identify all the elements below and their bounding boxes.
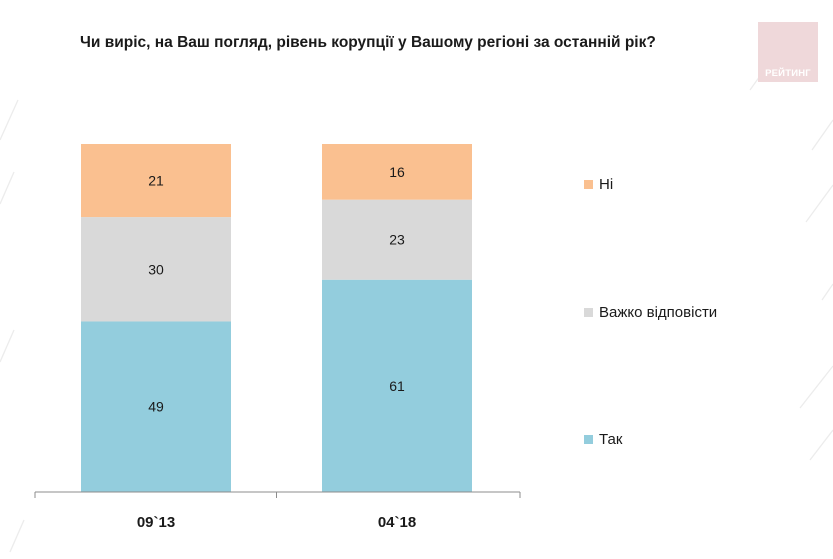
rating-logo: РЕЙТИНГ: [758, 22, 818, 82]
legend-swatch-hard-to-say: [584, 308, 593, 317]
data-label: 21: [148, 173, 164, 189]
bar-segment: [322, 144, 472, 200]
bar-segment: [81, 144, 231, 218]
bar-segment: [322, 279, 472, 492]
legend-label-hard-to-say: Важко відповісти: [599, 304, 718, 321]
data-label: 30: [148, 261, 164, 277]
bar-segment: [81, 321, 231, 492]
chart-title: Чи виріс, на Ваш погляд, рівень корупції…: [80, 34, 656, 51]
x-tick-label: 09`13: [137, 514, 175, 531]
data-label: 16: [389, 164, 405, 180]
legend-label-ni: Ні: [599, 176, 614, 193]
data-label: 23: [389, 232, 405, 248]
bar-segment: [322, 199, 472, 280]
data-label: 49: [148, 399, 164, 415]
logo-text: РЕЙТИНГ: [765, 68, 811, 79]
legend-swatch-ni: [584, 180, 593, 189]
x-tick-label: 04`18: [378, 514, 416, 531]
data-label: 61: [389, 378, 405, 394]
legend-swatch-tak: [584, 435, 593, 444]
bar-segment: [81, 217, 231, 322]
legend-label-tak: Так: [599, 431, 623, 448]
